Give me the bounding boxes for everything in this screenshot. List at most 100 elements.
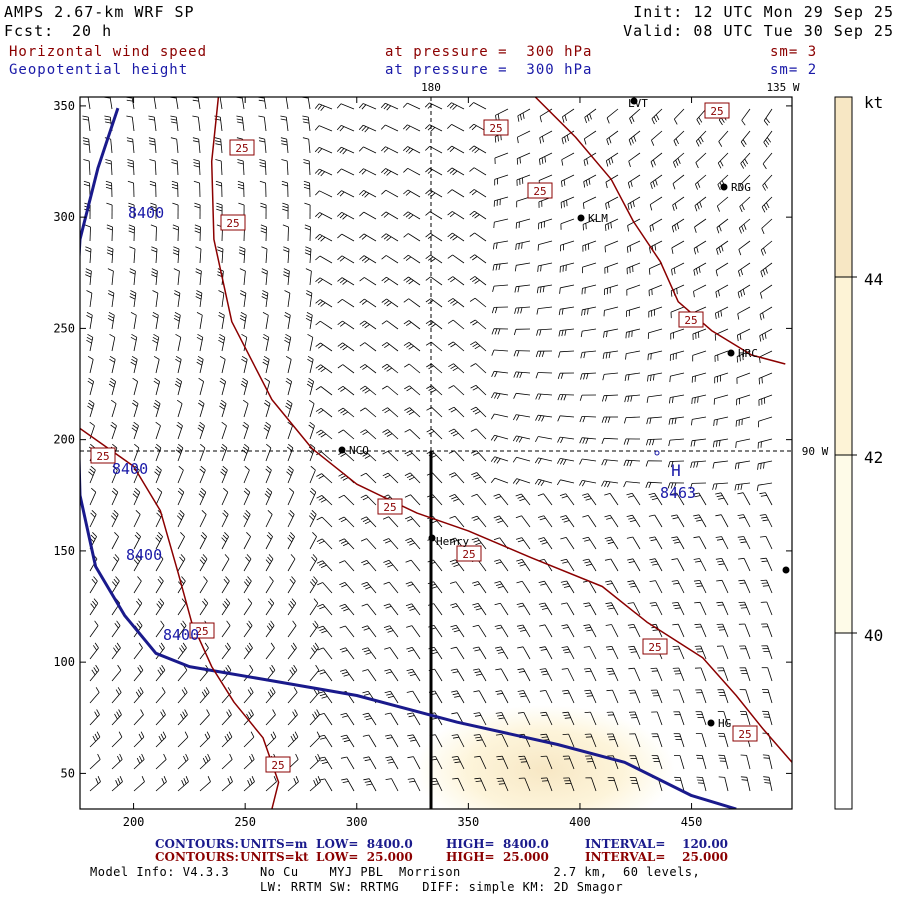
wind-barb: [517, 668, 531, 682]
wind-barb: [669, 350, 685, 361]
wind-barb: [738, 262, 751, 277]
wind-barb: [404, 494, 421, 506]
wind-barb: [214, 137, 223, 154]
wind-barb: [281, 180, 289, 198]
wind-barb: [152, 312, 159, 330]
wind-barb: [601, 459, 619, 466]
wind-barb: [539, 646, 553, 660]
wind-barb: [495, 734, 509, 748]
wind-barb: [562, 711, 575, 726]
wind-barb: [403, 124, 421, 132]
wind-barb: [448, 363, 465, 374]
wind-barb: [629, 108, 641, 124]
wind-barb: [716, 601, 729, 616]
wind-barb: [579, 437, 597, 444]
wind-barb: [133, 776, 145, 792]
wind-barb: [515, 240, 531, 251]
wind-barb: [242, 510, 251, 528]
wind-barb: [105, 159, 113, 176]
wind-barb: [199, 642, 209, 660]
wind-barb: [263, 421, 271, 440]
wind-barb: [340, 734, 355, 748]
wind-barb: [447, 276, 465, 286]
wind-barb: [756, 482, 773, 492]
wind-barb: [693, 580, 707, 594]
wind-barb: [647, 328, 663, 339]
wind-barb: [741, 108, 751, 126]
wind-barb: [512, 456, 531, 463]
wind-barb: [627, 602, 641, 616]
wind-barb: [361, 603, 377, 616]
wind-barb: [735, 416, 751, 427]
wind-barb: [562, 755, 575, 770]
wind-barb: [336, 125, 355, 132]
wind-barb: [715, 262, 729, 277]
wind-barb: [199, 598, 209, 616]
contours1-interval: INTERVAL= 120.00: [585, 837, 729, 851]
wind-barb: [473, 734, 487, 748]
wind-barb: [537, 515, 553, 528]
wind-barb: [193, 159, 201, 176]
wind-barb: [215, 180, 223, 198]
wind-barb: [315, 212, 333, 220]
wind-barb: [650, 174, 663, 190]
wind-barb: [582, 515, 597, 528]
wind-barb: [671, 580, 685, 594]
wind-barb: [426, 407, 443, 418]
wind-barb: [717, 689, 729, 704]
wind-label: 25: [220, 214, 246, 231]
wind-barb: [558, 328, 575, 337]
wind-barb: [89, 510, 97, 528]
wind-barb: [517, 130, 531, 144]
wind-barb: [381, 211, 399, 220]
wind-barb: [605, 602, 619, 616]
wind-barb: [155, 753, 167, 770]
wind-barb: [629, 755, 641, 770]
y-axis: 50 100 150 200 250 300 350: [53, 99, 792, 780]
wind-barb: [221, 620, 231, 638]
wind-barb: [264, 487, 273, 506]
wind-barb: [650, 689, 663, 704]
wind-barb: [582, 493, 597, 506]
wind-barb: [337, 342, 355, 352]
wind-barb: [89, 620, 99, 638]
wind-barb: [315, 407, 333, 418]
wind-barb: [177, 687, 188, 704]
wind-barb: [381, 298, 399, 308]
wind-barb: [583, 624, 597, 638]
wind-barb: [284, 312, 291, 330]
wind-barb: [607, 777, 619, 792]
wind-barb: [407, 756, 421, 770]
wind-barb: [670, 306, 685, 319]
wind-barb: [361, 581, 377, 594]
wind-barb: [426, 428, 443, 440]
wind-barb: [109, 333, 116, 352]
wind-barb: [176, 510, 185, 528]
wind-barb: [316, 560, 333, 572]
wind-barb: [403, 363, 421, 374]
wind-barb: [585, 777, 597, 792]
wind-barb: [580, 328, 597, 338]
wind-barb: [425, 319, 443, 330]
wind-barb: [579, 458, 597, 465]
wind-barb: [490, 456, 509, 464]
wind-barb: [759, 492, 773, 506]
wind-barb: [447, 167, 465, 176]
wind-barb: [338, 429, 355, 440]
wind-barb: [383, 625, 399, 638]
wind-barb: [645, 460, 663, 467]
wind-barb: [601, 416, 618, 423]
wind-barb: [242, 399, 249, 418]
wind-barb: [761, 218, 773, 235]
wind-barb: [282, 224, 289, 242]
wind-barb: [760, 262, 773, 278]
wind-barb: [651, 711, 663, 726]
wind-barb: [106, 224, 113, 242]
wind-barb: [89, 731, 101, 748]
wind-barb: [261, 290, 269, 308]
svg-text:HG: HG: [718, 717, 731, 730]
plot-frame: [79, 96, 793, 810]
wind-barb: [539, 668, 553, 682]
contours1-label: CONTOURS:: [155, 837, 239, 851]
wind-barb: [647, 350, 663, 361]
